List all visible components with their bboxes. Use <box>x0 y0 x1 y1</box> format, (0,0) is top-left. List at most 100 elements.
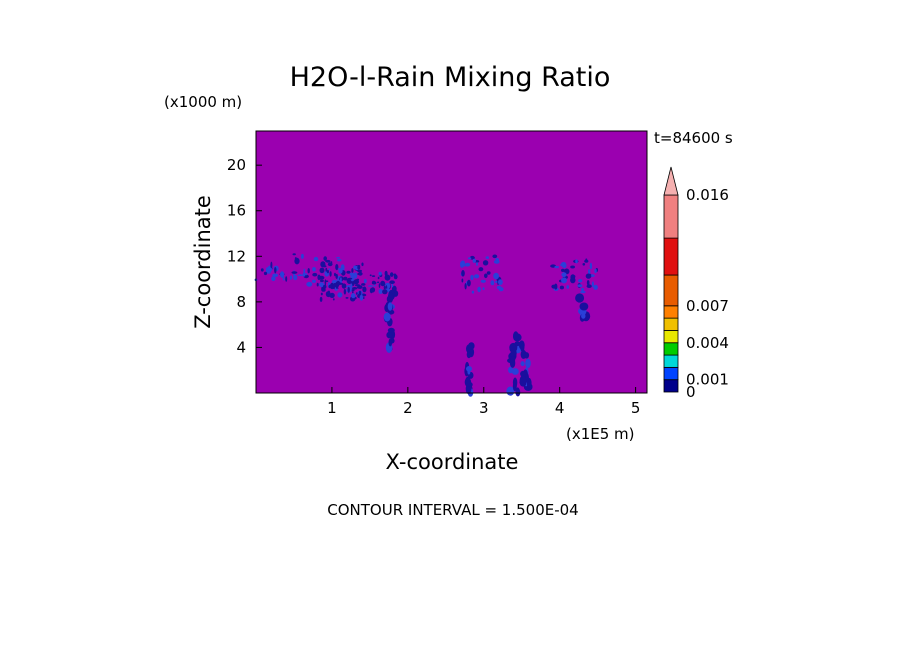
rain-cell <box>566 285 569 289</box>
y-axis-label: Z-coordinate <box>191 195 215 329</box>
rain-cell <box>472 258 476 263</box>
rain-cell <box>381 283 386 286</box>
rain-cell <box>337 292 343 298</box>
rain-cell <box>327 262 333 267</box>
rain-region <box>460 254 504 294</box>
rain-cell <box>391 283 394 288</box>
rain-cell <box>515 387 520 397</box>
rain-cell <box>466 351 472 359</box>
rain-cell <box>464 283 467 290</box>
rain-cell <box>580 290 586 294</box>
rain-cell <box>297 274 304 277</box>
rain-cell <box>347 280 352 284</box>
y-tick-label: 20 <box>227 156 246 174</box>
rain-cell <box>325 267 328 272</box>
rain-cell <box>512 377 518 388</box>
x-axis-label: X-coordinate <box>386 450 519 474</box>
rain-cell <box>474 274 480 279</box>
rain-cell <box>346 270 351 274</box>
rain-cell <box>317 274 321 281</box>
rain-cell <box>356 278 360 281</box>
rain-cell <box>291 271 298 274</box>
rain-cell <box>340 277 342 282</box>
colorbar-segment <box>663 354 679 368</box>
rain-cell <box>294 257 300 265</box>
rain-cell <box>464 377 472 387</box>
rain-cell <box>312 267 316 272</box>
rain-cell <box>307 268 310 274</box>
rain-cell <box>347 277 353 280</box>
x-tick-label: 5 <box>631 399 641 417</box>
rain-cell <box>362 286 367 293</box>
rain-cell <box>389 280 395 285</box>
x-units-label: (x1E5 m) <box>566 425 635 443</box>
x-tick-label: 4 <box>555 399 565 417</box>
rain-cell <box>359 294 364 301</box>
rain-cell <box>387 309 395 315</box>
rain-cell <box>572 275 576 278</box>
rain-cell <box>378 283 381 288</box>
rain-cell <box>327 290 331 298</box>
rain-cell <box>554 265 559 269</box>
rain-cell <box>312 272 318 277</box>
rain-cell <box>329 292 335 298</box>
rain-cell <box>338 282 344 285</box>
rain-cell <box>476 262 478 266</box>
plot-frame <box>255 130 648 394</box>
rain-cell <box>357 272 361 276</box>
rain-region <box>319 261 367 302</box>
rain-cell <box>353 272 358 279</box>
rain-cell <box>561 272 567 278</box>
rain-cell <box>586 280 590 286</box>
colorbar-segment <box>663 194 679 239</box>
rain-cell <box>508 366 514 374</box>
rain-cell <box>272 273 279 278</box>
rain-cell <box>263 271 268 276</box>
colorbar-label: 0 <box>686 383 696 401</box>
rain-cell <box>328 284 333 289</box>
colorbar-label: 0.016 <box>686 186 729 204</box>
rain-cell <box>570 276 576 284</box>
rain-cell <box>588 269 591 275</box>
rain-cell <box>303 268 306 275</box>
rain-cell <box>266 270 271 274</box>
chart-title: H2O-l-Rain Mixing Ratio <box>290 62 611 93</box>
rain-cell <box>324 280 329 283</box>
rain-cell <box>337 259 342 262</box>
rain-cell <box>594 268 597 274</box>
y-tick-label: 4 <box>236 338 246 356</box>
x-tick-label: 3 <box>479 399 489 417</box>
rain-cell <box>322 265 327 268</box>
rain-cell <box>519 375 527 387</box>
rain-cell <box>570 265 575 269</box>
rain-cell <box>349 272 355 276</box>
colorbar-segment <box>663 317 679 331</box>
rain-cell <box>520 370 527 377</box>
rain-cell <box>271 276 276 282</box>
rain-cell <box>325 259 331 263</box>
rain-cell <box>328 268 331 271</box>
rain-cell <box>477 286 481 293</box>
rain-cell <box>337 268 343 270</box>
colorbar-label: 0.001 <box>686 371 729 389</box>
x-tick-label: 1 <box>327 399 337 417</box>
rain-cell <box>270 261 273 269</box>
rain-cell <box>343 288 347 295</box>
rain-cell <box>341 283 347 289</box>
rain-cell <box>320 292 323 296</box>
rain-cell <box>331 287 335 289</box>
rain-cell <box>369 274 372 277</box>
rain-cell <box>356 285 363 289</box>
rain-cell <box>306 281 313 287</box>
rain-cell <box>513 331 519 341</box>
rain-cell <box>274 267 277 274</box>
rain-cell <box>393 274 398 280</box>
rain-cell <box>492 254 498 259</box>
rain-cell <box>355 284 360 287</box>
rain-region <box>550 258 598 294</box>
y-units-label: (x1000 m) <box>164 93 242 111</box>
rain-cell <box>323 284 327 289</box>
rain-cell <box>285 276 288 282</box>
y-tick-label: 16 <box>227 202 246 220</box>
rain-cell <box>593 284 598 290</box>
